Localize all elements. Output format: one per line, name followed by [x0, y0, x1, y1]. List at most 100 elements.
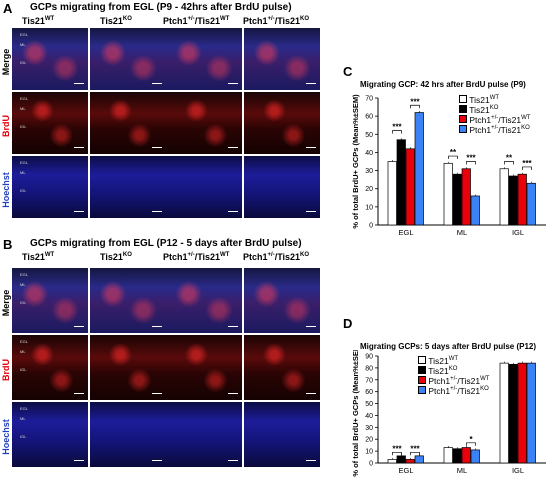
chart-c-y-tick-label: 60 [365, 114, 373, 121]
chart-d-significance-label: *** [410, 444, 420, 453]
legend-c-swatch-1 [459, 95, 467, 103]
chart-c-significance-bracket [410, 104, 420, 109]
legend-d-swatch-4 [418, 386, 426, 394]
legend-d-swatch-2 [418, 366, 426, 374]
panel-b-row-brdu: BrdU [1, 359, 11, 381]
chart-c-x-tick-label-egl: EGL [398, 228, 413, 237]
chart-d-y-tick-label: 80 [365, 365, 373, 372]
chart-d-y-tick-label: 90 [365, 354, 373, 361]
scale-bar [306, 147, 316, 148]
panel_b-merge-image-3 [166, 268, 242, 333]
chart-c-significance-label: *** [392, 123, 402, 132]
scale-bar [74, 393, 84, 394]
chart-c-significance-label: ** [450, 148, 457, 157]
scale-bar [228, 147, 238, 148]
chart-d-bar-egl-s3 [405, 459, 415, 464]
panel_b-merge-image-4 [244, 268, 320, 333]
chart-c-x-tick-label-igl: IGL [512, 228, 524, 237]
chart-d-y-tick-label: 30 [365, 425, 373, 432]
chart-c-y-tick-label: 40 [365, 150, 373, 157]
chart-c-significance-bracket [392, 130, 402, 134]
panel-b-row-merge: Merge [1, 289, 11, 317]
chart-c-significance-bracket [522, 166, 532, 170]
panel-d-legend: Tis21WT Tis21KO Ptch1+/-/Tis21WT Ptch1+/… [418, 356, 489, 396]
legend-d-swatch-3 [418, 376, 426, 384]
chart-d-y-tick-label: 0 [369, 461, 373, 468]
panel_a-layer-label-ml: ML [20, 106, 26, 111]
panel_a-brdu-image-2 [90, 92, 166, 154]
scale-bar [306, 83, 316, 84]
chart-c-bar-egl-s1 [387, 161, 397, 226]
chart-c-y-axis-label: % of total BrdU+ GCPs (Mean%±SEM) [351, 94, 360, 229]
chart-c-y-tick-label: 50 [365, 132, 373, 139]
scale-bar [74, 83, 84, 84]
panel_a-layer-label-igl: IGL [20, 60, 27, 65]
panel-b-row-hoechst: Hoechst [1, 419, 11, 455]
scale-bar [306, 460, 316, 461]
panel_b-layer-label-igl: IGL [20, 367, 27, 372]
chart-c-significance-bracket [466, 161, 476, 165]
chart-c-significance-label: *** [522, 159, 532, 168]
panel_b-layer-label-ml: ML [20, 349, 26, 354]
chart-c-y-tick-label: 70 [365, 96, 373, 103]
scale-bar [306, 393, 316, 394]
chart-c-y-tick-label: 20 [365, 186, 373, 193]
chart-d-bar-igl-s2 [508, 363, 518, 464]
scale-bar [228, 460, 238, 461]
scale-bar [152, 83, 162, 84]
panel-a-title: GCPs migrating from EGL (P9 - 42hrs afte… [30, 2, 292, 13]
legend-d-swatch-1 [418, 356, 426, 364]
chart-d-bar-ml-s4 [470, 449, 480, 464]
panel-a-letter: A [3, 1, 13, 16]
legend-d-item-4: Ptch1+/-/Tis21KO [418, 386, 489, 396]
panel-d-letter: D [343, 316, 353, 331]
panel_a-merge-image-3 [166, 28, 242, 90]
panel-c-letter: C [343, 64, 353, 79]
panel-a-row-merge: Merge [1, 48, 11, 76]
scale-bar [152, 326, 162, 327]
panel-a-col-3: Ptch1+/-/Tis21WT [163, 16, 230, 26]
panel_b-hoechst-image-1: EGL ML IGL [12, 402, 88, 467]
panel_b-layer-label-igl: IGL [20, 434, 27, 439]
panel-a-col-1: Tis21WT [22, 16, 55, 26]
panel_a-hoechst-image-1: EGL ML IGL [12, 156, 88, 218]
chart-d-bar-egl-s1 [387, 459, 397, 464]
panel_b-brdu-image-4 [244, 335, 320, 400]
scale-bar [152, 147, 162, 148]
chart-d-y-axis-label: % of total BrdU+ GCPs (Mean%±SEM) [351, 350, 360, 477]
panel-a-col-2: Tis21KO [100, 16, 132, 26]
chart-c-bar-igl-s1 [499, 168, 509, 226]
chart-d-significance-bracket [466, 442, 476, 446]
panel-a-col-4: Ptch1+/-/Tis21KO [243, 16, 310, 26]
panel-c-legend: Tis21WT Tis21KO Ptch1+/-/Tis21WT Ptch1+/… [459, 95, 530, 135]
chart-d-x-tick-label-ml: ML [457, 466, 467, 475]
chart-d-y-tick-label: 40 [365, 413, 373, 420]
panel-a-row-brdu: BrdU [1, 115, 11, 137]
chart-c-bar-ml-s2 [452, 173, 462, 226]
panel_a-hoechst-image-4 [244, 156, 320, 218]
legend-d-item-1: Tis21WT [418, 356, 489, 366]
panel-b-title: GCPs migrating from EGL (P12 - 5 days af… [30, 238, 302, 249]
legend-c-item-1: Tis21WT [459, 95, 530, 105]
chart-d-x-tick-label-igl: IGL [512, 466, 524, 475]
chart-d-significance-bracket [392, 451, 402, 456]
panel_b-brdu-image-3 [166, 335, 242, 400]
scale-bar [228, 211, 238, 212]
panel_a-layer-label-egl: EGL [20, 32, 29, 37]
chart-c-y-tick-label: 30 [365, 168, 373, 175]
legend-c-swatch-3 [459, 115, 467, 123]
chart-c-bar-igl-s4 [526, 182, 536, 226]
chart-d-bar-igl-s3 [517, 362, 527, 464]
chart-c-y-tick-label: 0 [369, 223, 373, 230]
scale-bar [306, 211, 316, 212]
scale-bar [228, 393, 238, 394]
legend-c-swatch-4 [459, 125, 467, 133]
scale-bar [228, 83, 238, 84]
chart-c-y-tick-label: 10 [365, 204, 373, 211]
chart-d-y-tick-label: 50 [365, 401, 373, 408]
chart-c-bar-egl-s4 [414, 112, 424, 226]
panel_b-hoechst-image-2 [90, 402, 166, 467]
chart-d-bar-ml-s3 [461, 447, 471, 464]
panel_a-layer-label-igl: IGL [20, 188, 27, 193]
panel-d-title: Migrating GCPs: 5 days after BrdU pulse … [360, 342, 537, 351]
